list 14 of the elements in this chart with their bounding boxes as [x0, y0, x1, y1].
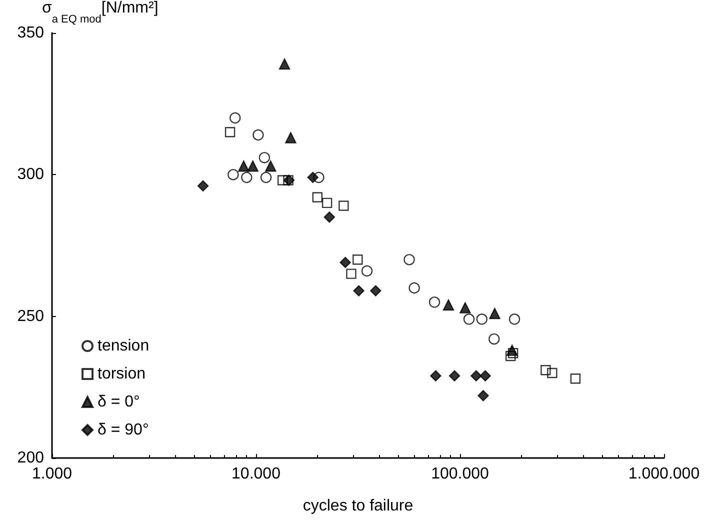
x-tick-label: 10.000 [232, 466, 281, 482]
x-tick-label: 100.000 [431, 466, 490, 482]
legend-label: δ = 0° [98, 394, 140, 410]
y-tick-label: 350 [17, 24, 44, 42]
x-tick-label: 1.000.000 [628, 466, 700, 482]
y-tick-label: 200 [17, 450, 44, 466]
legend-label: torsion [98, 366, 146, 382]
legend-label: δ = 90° [98, 422, 149, 438]
x-tick-label: 1.000 [32, 466, 72, 482]
y-axis-title: σa EQ mod[N/mm²] [42, 0, 158, 26]
y-tick-label: 300 [17, 166, 44, 184]
x-axis-title: cycles to failure [302, 498, 414, 514]
y-tick-label: 250 [17, 308, 44, 325]
legend-label: tension [98, 338, 150, 354]
